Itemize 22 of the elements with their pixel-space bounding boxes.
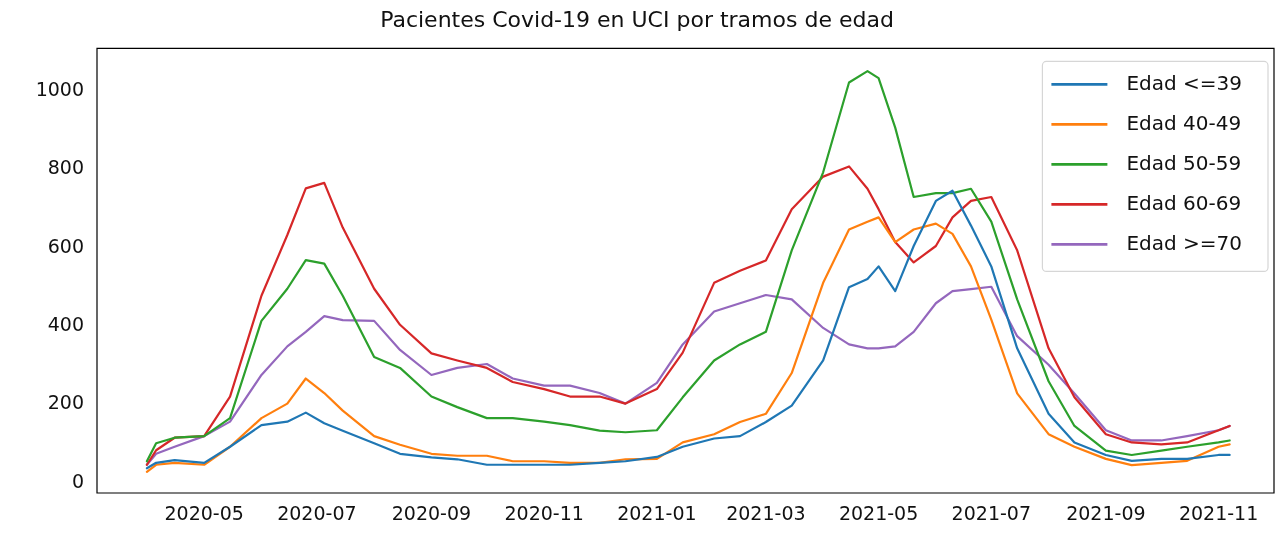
y-tick-label: 400 [47, 312, 84, 335]
x-tick-label: 2020-11 [504, 502, 584, 525]
legend-label: Edad 60-69 [1126, 190, 1242, 215]
x-tick-label: 2020-07 [277, 502, 357, 525]
y-tick-label: 0 [71, 469, 84, 492]
legend-label: Edad >=70 [1126, 230, 1242, 255]
x-tick-label: 2021-01 [617, 502, 697, 525]
x-tick-label: 2021-07 [951, 502, 1031, 525]
y-tick-label: 800 [47, 156, 84, 179]
y-tick-label: 600 [47, 234, 84, 257]
y-tick-label: 1000 [35, 77, 84, 100]
chart-title: Pacientes Covid-19 en UCI por tramos de edad [380, 6, 894, 32]
legend-label: Edad 50-59 [1126, 150, 1242, 175]
x-tick-label: 2021-09 [1066, 502, 1146, 525]
x-tick-label: 2020-05 [164, 502, 244, 525]
x-tick-label: 2021-05 [838, 502, 919, 525]
legend-label: Edad <=39 [1126, 70, 1242, 95]
legend-label: Edad 40-49 [1126, 110, 1242, 135]
y-tick-label: 200 [47, 391, 84, 414]
x-tick-label: 2021-11 [1178, 502, 1259, 525]
x-tick-label: 2020-09 [391, 502, 472, 525]
x-tick-label: 2021-03 [726, 502, 806, 525]
